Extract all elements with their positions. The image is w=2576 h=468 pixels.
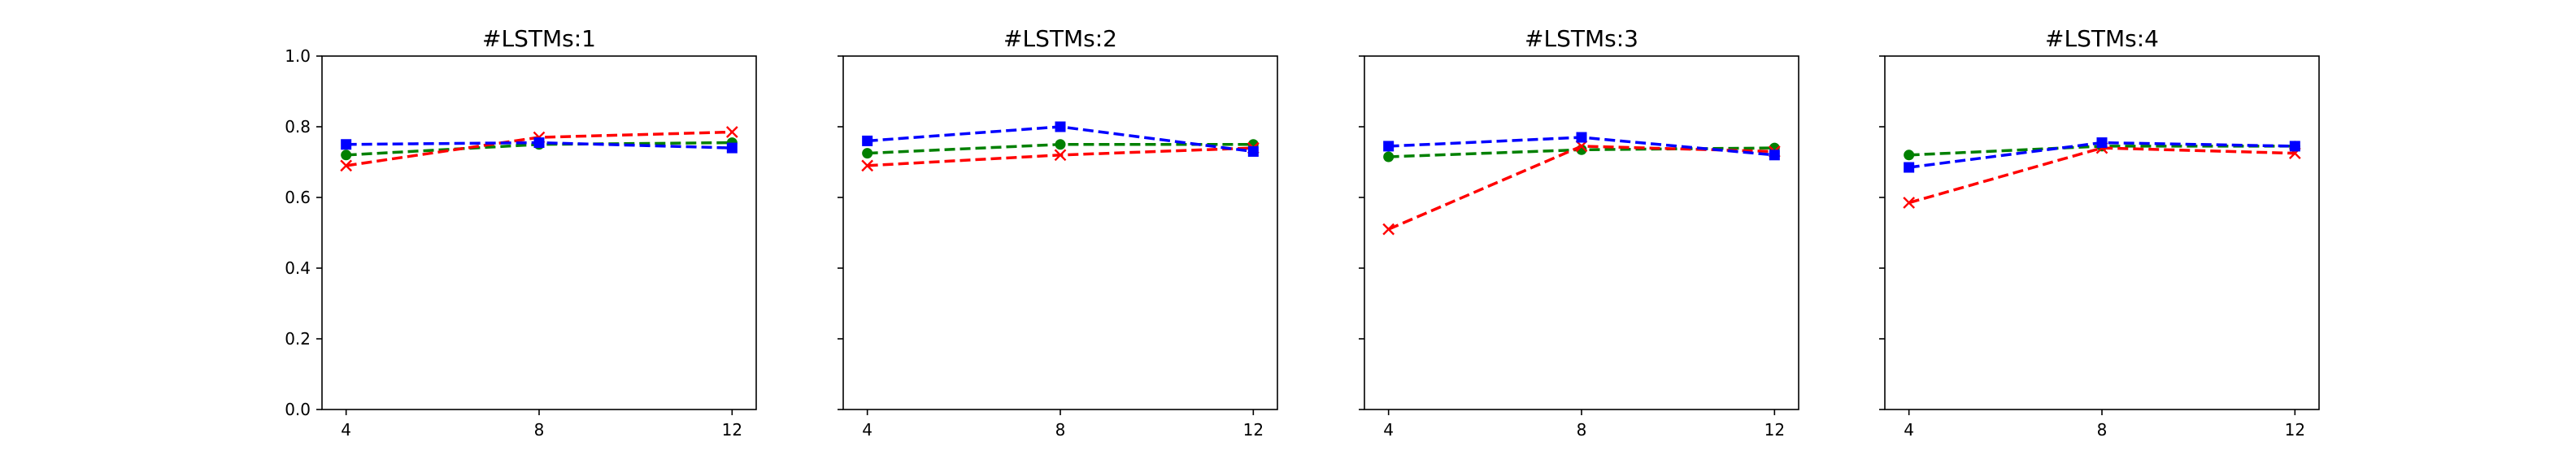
data-point-square — [862, 135, 873, 146]
series-line — [1387, 145, 1775, 231]
y-tick-label: 0.6 — [285, 188, 311, 207]
data-point-square — [1904, 162, 1915, 173]
data-point-square — [726, 142, 738, 154]
y-tick-label: 0.4 — [285, 258, 311, 278]
x-tick-label: 8 — [1577, 420, 1587, 440]
x-tick-label: 12 — [722, 420, 742, 440]
data-point-square — [1769, 150, 1780, 161]
x-tick-label: 12 — [1764, 420, 1785, 440]
data-point-x — [1575, 140, 1588, 153]
chart-title: #LSTMs:4 — [2045, 25, 2159, 52]
data-point-square — [1576, 132, 1587, 143]
data-point-square — [1055, 121, 1066, 132]
x-tick-label: 4 — [341, 420, 351, 440]
data-point-x — [1054, 149, 1067, 162]
chart-panel-4: #LSTMs:4 4 8 12 — [1879, 25, 2320, 440]
data-point-circle — [1383, 151, 1395, 162]
chart-title: #LSTMs:3 — [1525, 25, 1638, 52]
data-point-circle — [1055, 139, 1066, 150]
chart-panel-1: #LSTMs:1 0.0 0.2 0.4 0.6 0.8 1.0 4 8 12 — [285, 25, 757, 440]
data-point-square — [1247, 145, 1259, 157]
data-point-x — [1903, 197, 1916, 209]
x-tick-label: 4 — [862, 420, 872, 440]
chart-title: #LSTMs:2 — [1003, 25, 1117, 52]
series-line — [867, 146, 1254, 167]
y-tick-label: 0.0 — [285, 400, 311, 419]
y-tick-label: 0.2 — [285, 329, 311, 349]
y-tick-label: 0.8 — [285, 117, 311, 136]
series-line — [1908, 146, 2295, 205]
data-point-circle — [341, 150, 352, 161]
x-tick-label: 12 — [1243, 420, 1264, 440]
data-point-square — [533, 137, 545, 149]
x-tick-label: 8 — [1055, 420, 1066, 440]
x-tick-label: 8 — [534, 420, 545, 440]
data-point-x — [1382, 223, 1395, 236]
data-point-x — [725, 126, 738, 138]
data-point-circle — [1904, 150, 1915, 161]
data-point-square — [1383, 141, 1395, 152]
x-tick-label: 12 — [2285, 420, 2305, 440]
data-point-square — [2096, 137, 2108, 149]
data-point-square — [2289, 141, 2300, 152]
chart-panel-3: #LSTMs:3 4 8 12 — [1359, 25, 1799, 440]
data-point-circle — [862, 148, 873, 159]
axes-frame — [1364, 55, 1799, 410]
data-point-square — [341, 139, 352, 150]
x-tick-label: 4 — [1904, 420, 1914, 440]
axes-frame — [1884, 55, 2320, 410]
axes-frame — [842, 55, 1278, 410]
chart-title: #LSTMs:1 — [482, 25, 596, 52]
axes-frame — [321, 55, 757, 410]
x-tick-label: 4 — [1383, 420, 1394, 440]
data-point-x — [861, 159, 874, 172]
x-tick-label: 8 — [2097, 420, 2108, 440]
data-point-x — [340, 159, 353, 172]
y-tick-label: 1.0 — [285, 46, 311, 66]
chart-panel-2: #LSTMs:2 4 8 12 — [838, 25, 1278, 440]
